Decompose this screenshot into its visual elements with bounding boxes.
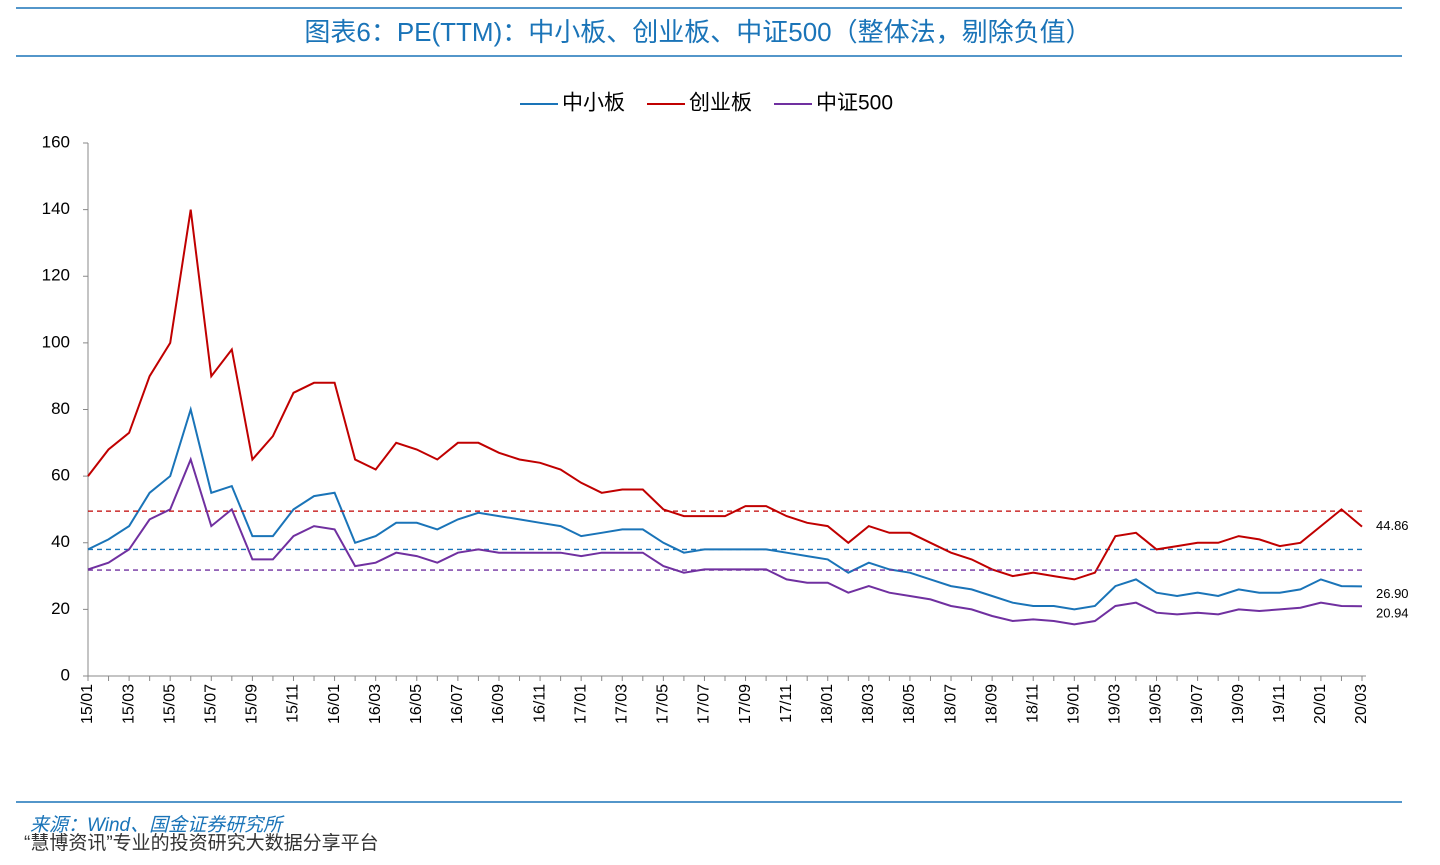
y-tick-label: 40 [51, 532, 70, 551]
x-tick-label: 15/01 [79, 684, 96, 724]
y-tick-label: 20 [51, 599, 70, 618]
x-tick-label: 15/11 [285, 684, 302, 723]
legend-label: 中证500 [816, 92, 893, 115]
y-tick-label: 140 [42, 199, 70, 218]
y-tick-label: 100 [42, 332, 70, 351]
x-tick-label: 19/09 [1230, 684, 1247, 724]
x-tick-label: 15/09 [244, 684, 261, 724]
x-tick-label: 16/09 [490, 684, 507, 724]
x-tick-label: 15/05 [161, 684, 178, 724]
x-tick-label: 15/03 [120, 684, 137, 724]
x-tick-label: 19/11 [1271, 684, 1288, 723]
x-tick-label: 16/11 [531, 684, 548, 723]
x-tick-label: 19/01 [1066, 684, 1083, 724]
y-tick-label: 80 [51, 399, 70, 418]
x-tick-label: 17/07 [696, 684, 713, 724]
x-tick-label: 18/03 [860, 684, 877, 724]
x-tick-label: 17/05 [655, 684, 672, 724]
x-tick-label: 18/07 [942, 684, 959, 724]
y-tick-label: 0 [61, 665, 70, 684]
x-tick-label: 20/01 [1312, 684, 1329, 724]
x-tick-label: 17/11 [778, 684, 795, 723]
series-line [87, 456, 1363, 626]
x-tick-label: 16/07 [449, 684, 466, 724]
x-tick-label: 16/01 [326, 684, 343, 724]
x-tick-label: 18/01 [819, 684, 836, 724]
x-tick-label: 18/11 [1024, 684, 1041, 723]
x-tick-label: 16/05 [408, 684, 425, 724]
y-tick-label: 60 [51, 466, 70, 485]
legend-label: 创业板 [689, 92, 752, 115]
x-tick-label: 15/07 [203, 684, 220, 724]
x-tick-label: 16/03 [367, 684, 384, 724]
x-tick-label: 17/03 [613, 684, 630, 724]
x-tick-label: 18/09 [983, 684, 1000, 724]
source: 来源：Wind、国金证券研究所 [30, 814, 285, 836]
y-tick-label: 160 [42, 132, 70, 151]
x-tick-label: 20/03 [1353, 684, 1370, 724]
series-line [87, 209, 1363, 581]
legend-label: 中小板 [562, 92, 625, 115]
end-label: 44.86 [1376, 518, 1409, 533]
x-tick-label: 19/03 [1107, 684, 1124, 724]
x-tick-label: 19/05 [1148, 684, 1165, 724]
x-tick-label: 18/05 [901, 684, 918, 724]
series-line [87, 405, 1363, 611]
x-tick-label: 17/01 [572, 684, 589, 724]
y-tick-label: 120 [42, 266, 70, 285]
end-label: 20.94 [1376, 606, 1409, 621]
x-tick-label: 19/07 [1189, 684, 1206, 724]
watermark: “慧博资讯”专业的投资研究大数据分享平台 [24, 832, 379, 854]
x-tick-label: 17/09 [737, 684, 754, 724]
chart-title: 图表6：PE(TTM)：中小板、创业板、中证500（整体法，剔除负值） [304, 17, 1091, 47]
end-label: 26.90 [1376, 586, 1409, 601]
